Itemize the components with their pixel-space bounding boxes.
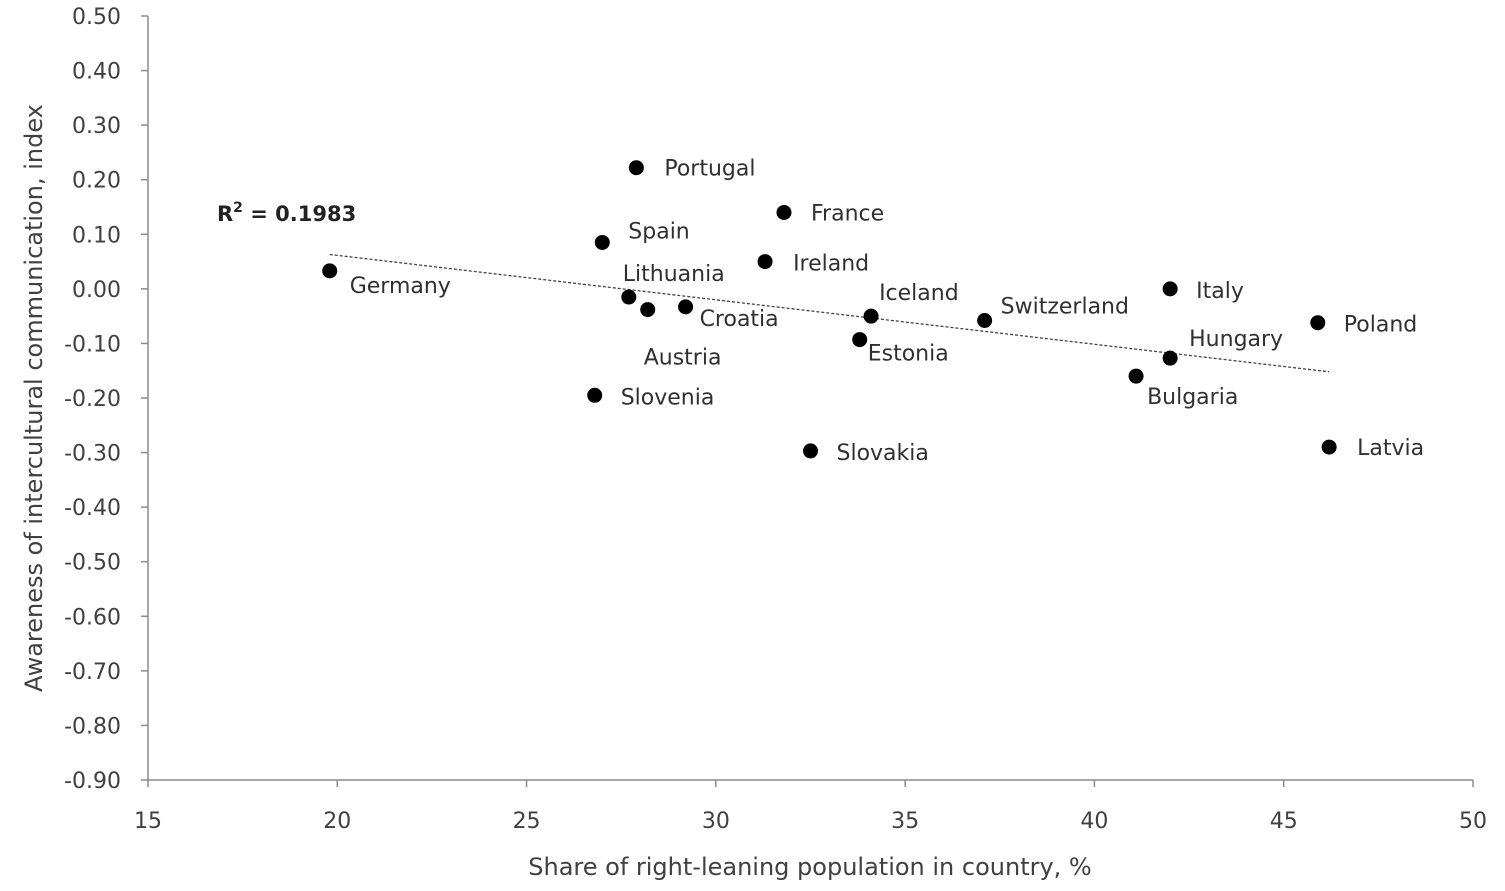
y-tick-label: -0.60 bbox=[64, 605, 121, 630]
point-croatia bbox=[678, 299, 694, 315]
point-label-austria: Austria bbox=[644, 346, 722, 371]
x-tick-label: 40 bbox=[1080, 809, 1108, 834]
point-italy bbox=[1162, 281, 1178, 297]
point-label-slovenia: Slovenia bbox=[621, 385, 715, 410]
point-france bbox=[776, 204, 792, 220]
point-label-ireland: Ireland bbox=[793, 252, 869, 277]
y-tick-label: 0.30 bbox=[72, 114, 121, 139]
point-iceland bbox=[863, 308, 879, 324]
x-tick-label: 35 bbox=[891, 809, 919, 834]
x-tick-label: 30 bbox=[702, 809, 730, 834]
point-label-spain: Spain bbox=[628, 219, 689, 244]
y-axis-title: Awareness of intercultural communication… bbox=[20, 104, 48, 692]
y-tick-label: -0.20 bbox=[64, 387, 121, 412]
data-points: Germany Portugal Spain France Ireland Lithuan… bbox=[322, 157, 1424, 466]
point-spain bbox=[594, 234, 610, 250]
x-axis-title: Share of right-leaning population in cou… bbox=[528, 853, 1091, 881]
point-label-germany: Germany bbox=[350, 274, 451, 299]
r-squared-annotation: R2 = 0.1983 bbox=[217, 200, 356, 226]
point-ireland bbox=[757, 254, 773, 270]
y-tick-label: -0.80 bbox=[64, 714, 121, 739]
point-label-bulgaria: Bulgaria bbox=[1147, 385, 1238, 410]
trendline bbox=[329, 253, 1330, 373]
x-tick-label: 25 bbox=[513, 809, 541, 834]
point-label-switzerland: Switzerland bbox=[1001, 295, 1129, 320]
point-portugal bbox=[628, 160, 644, 176]
y-tick-label: 0.40 bbox=[72, 60, 121, 85]
point-estonia bbox=[852, 332, 868, 348]
y-tick-label: -0.70 bbox=[64, 660, 121, 685]
y-tick-label: -0.10 bbox=[64, 332, 121, 357]
r-squared-r: R bbox=[217, 202, 233, 226]
point-germany bbox=[322, 263, 338, 279]
point-slovenia bbox=[587, 387, 603, 403]
y-tick-label: -0.30 bbox=[64, 442, 121, 467]
point-slovakia bbox=[803, 443, 818, 459]
point-austria bbox=[640, 302, 656, 318]
y-tick-label: 0.20 bbox=[72, 169, 121, 194]
point-switzerland bbox=[977, 313, 993, 329]
point-label-france: France bbox=[811, 201, 884, 226]
y-tick-label: -0.90 bbox=[64, 769, 121, 794]
point-label-latvia: Latvia bbox=[1357, 436, 1424, 461]
x-tick-label: 50 bbox=[1459, 809, 1487, 834]
x-axis-ticks: 15 20 25 30 35 40 45 50 bbox=[134, 780, 1487, 834]
y-tick-label: -0.50 bbox=[64, 551, 121, 576]
y-axis-ticks: 0.50 0.40 0.30 0.20 0.10 0.00 -0.10 -0.20 -0.30 -… bbox=[64, 5, 148, 794]
point-lithuania bbox=[621, 289, 637, 305]
r-squared-value: = 0.1983 bbox=[243, 202, 356, 226]
point-latvia bbox=[1321, 439, 1337, 455]
point-hungary bbox=[1162, 350, 1178, 366]
point-label-hungary: Hungary bbox=[1189, 327, 1283, 352]
point-label-slovakia: Slovakia bbox=[837, 441, 929, 466]
x-tick-label: 15 bbox=[134, 809, 162, 834]
point-poland bbox=[1310, 315, 1326, 331]
x-tick-label: 20 bbox=[323, 809, 351, 834]
point-label-lithuania: Lithuania bbox=[623, 262, 725, 287]
point-label-estonia: Estonia bbox=[868, 342, 949, 367]
point-label-portugal: Portugal bbox=[664, 157, 755, 182]
point-label-croatia: Croatia bbox=[700, 307, 779, 332]
r-squared-superscript: 2 bbox=[233, 200, 243, 216]
y-tick-label: 0.10 bbox=[72, 223, 121, 248]
y-tick-label: 0.00 bbox=[72, 278, 121, 303]
point-label-poland: Poland bbox=[1344, 313, 1417, 338]
point-label-iceland: Iceland bbox=[879, 281, 959, 306]
point-bulgaria bbox=[1128, 368, 1144, 384]
y-tick-label: -0.40 bbox=[64, 496, 121, 521]
x-tick-label: 45 bbox=[1270, 809, 1298, 834]
point-label-italy: Italy bbox=[1196, 279, 1244, 304]
y-tick-label: 0.50 bbox=[72, 5, 121, 30]
